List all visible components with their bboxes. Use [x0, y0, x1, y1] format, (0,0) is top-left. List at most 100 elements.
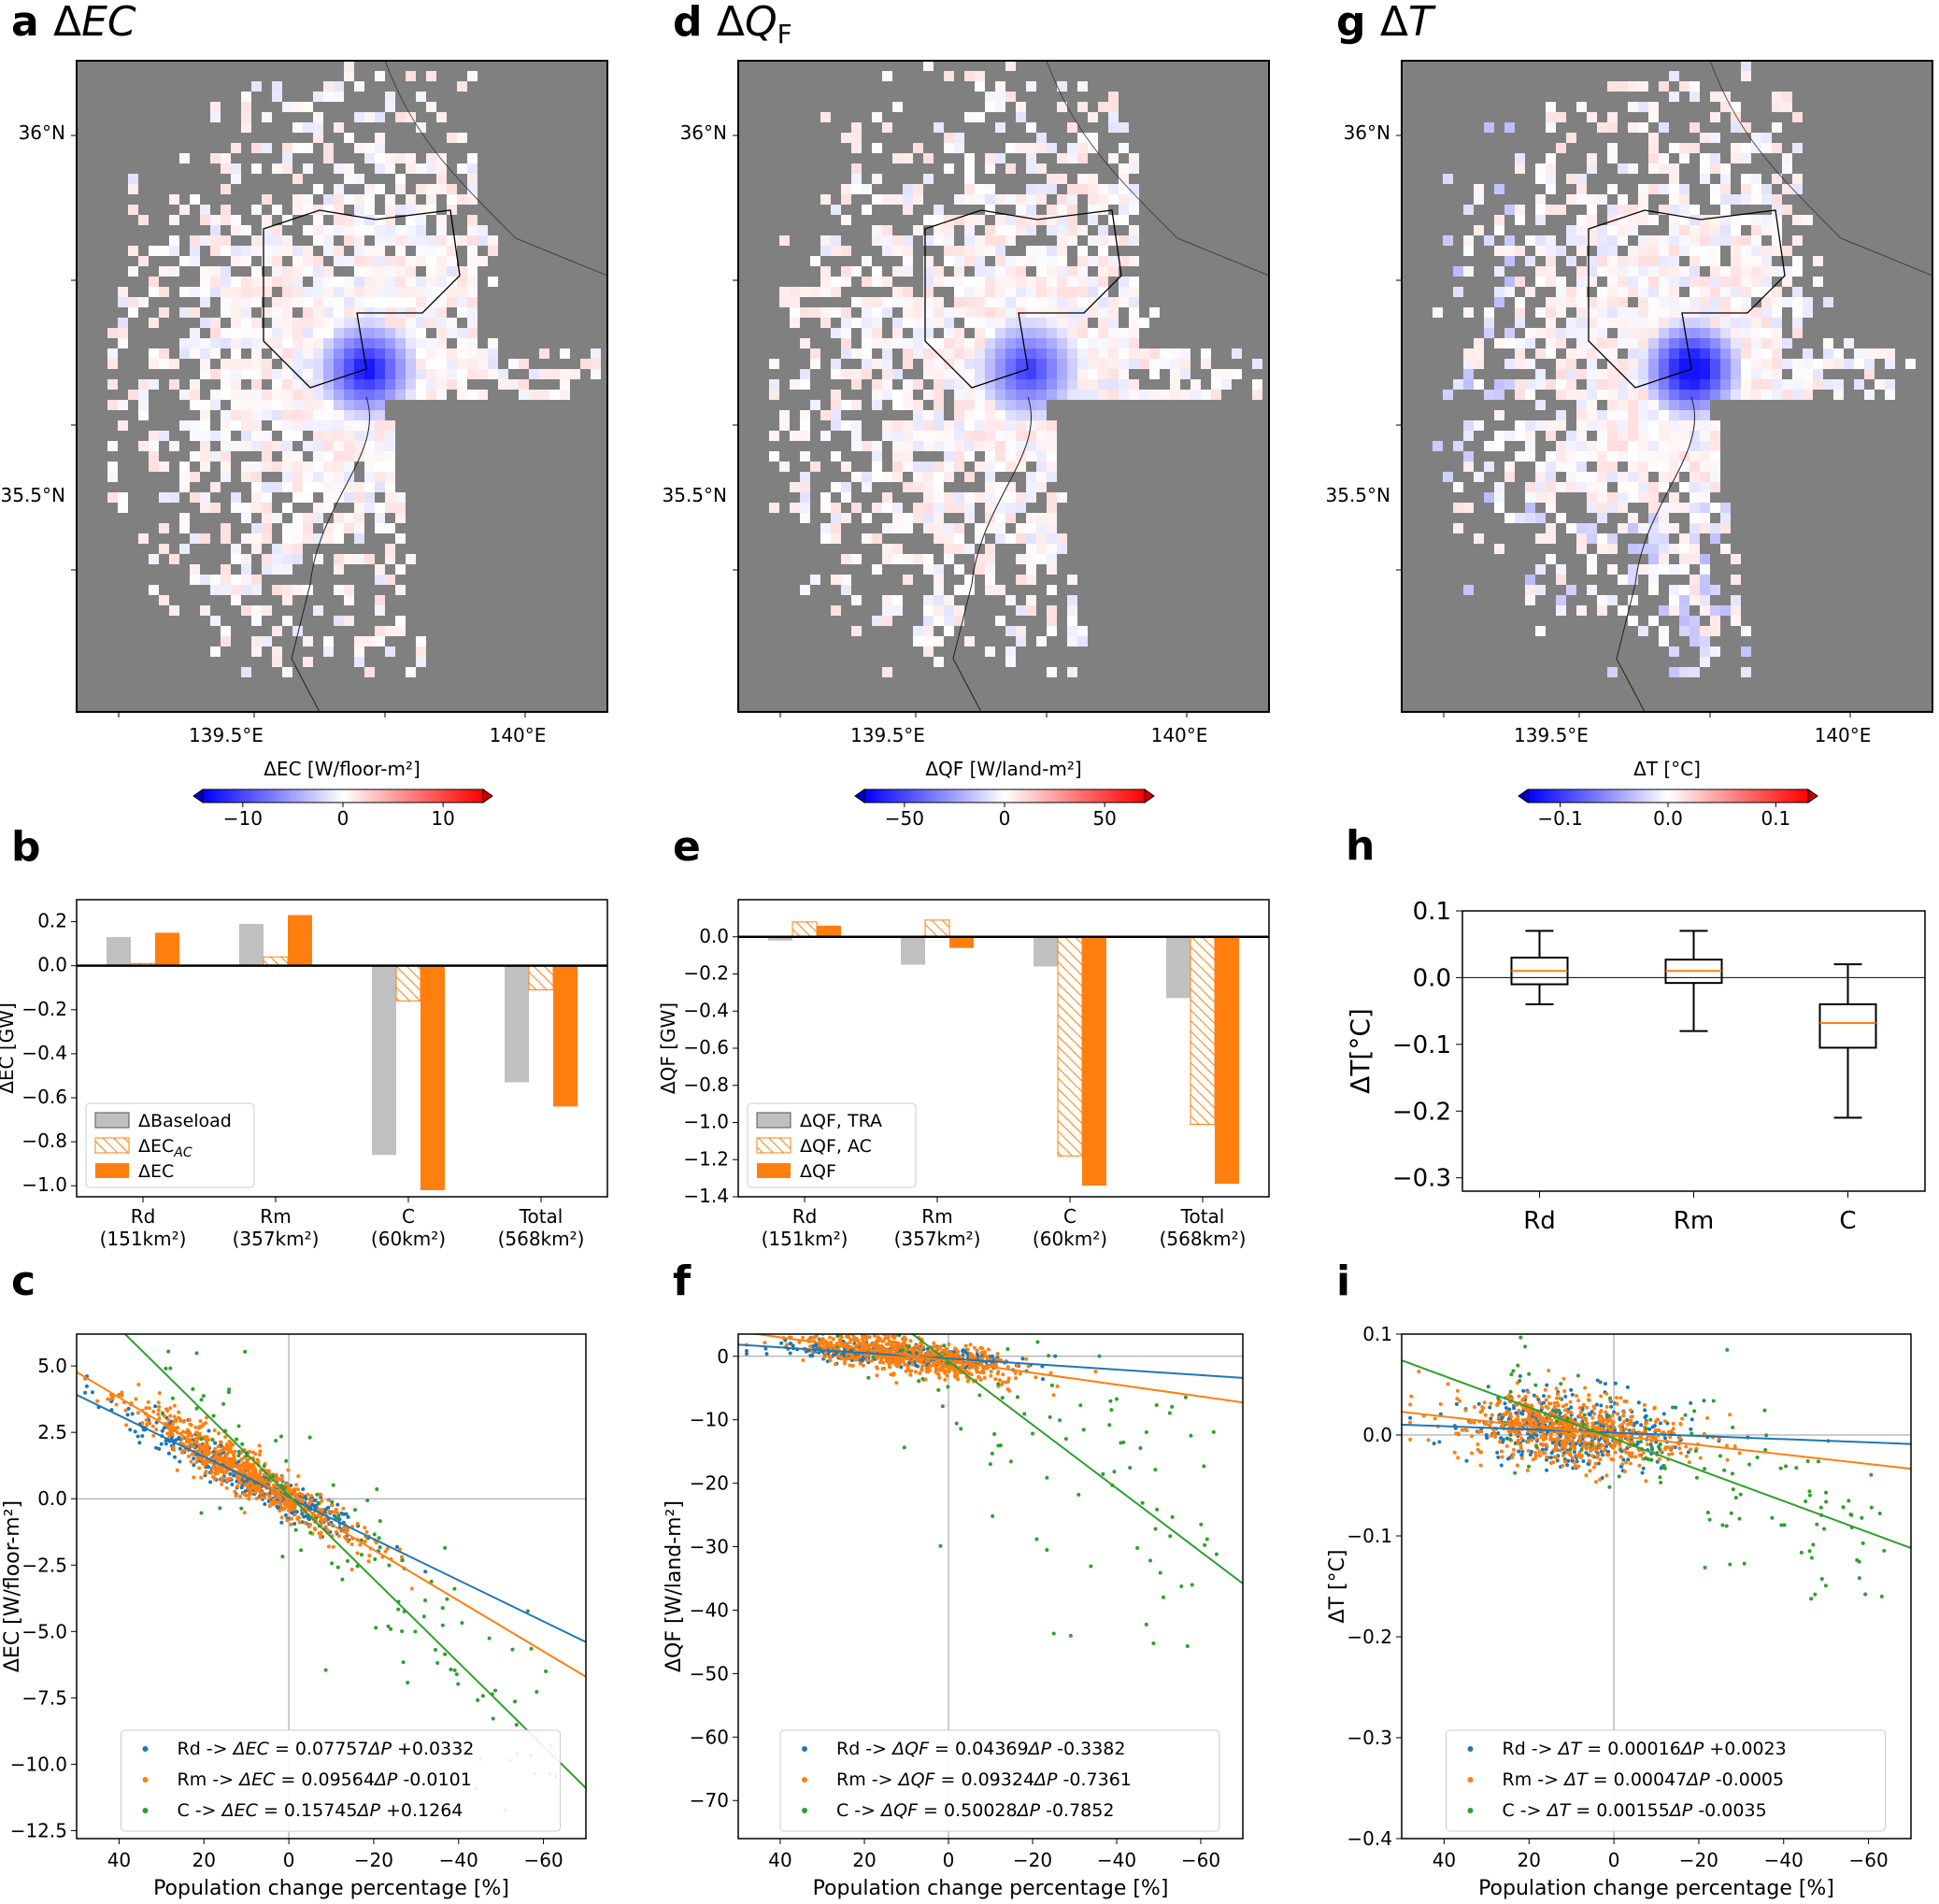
scatter-point-c: [449, 1667, 453, 1671]
land-cell: [1772, 246, 1782, 256]
land-cell: [1731, 256, 1741, 266]
land-cell: [200, 400, 210, 410]
land-cell: [416, 318, 426, 328]
land-cell: [1556, 112, 1566, 122]
land-cell: [800, 492, 810, 503]
land-cell: [1119, 359, 1129, 369]
land-cell: [1026, 205, 1036, 215]
land-cell: [1067, 575, 1077, 585]
land-cell: [251, 163, 262, 174]
land-cell: [292, 328, 303, 338]
land-cell: [313, 205, 323, 215]
land-cell: [913, 441, 923, 451]
land-cell: [375, 451, 385, 462]
scatter-point-rm: [165, 1431, 170, 1436]
land-cell: [200, 575, 210, 585]
scatter-point-c: [274, 1439, 278, 1443]
land-cell: [1453, 523, 1463, 533]
land-cell: [334, 451, 344, 462]
land-cell: [1057, 328, 1067, 338]
land-cell: [903, 194, 913, 205]
legend-swatch: [757, 1163, 791, 1178]
land-cell: [292, 359, 303, 369]
land-cell: [1067, 215, 1077, 225]
scatter-point-rm: [181, 1419, 186, 1424]
land-cell: [272, 390, 282, 400]
land-cell: [892, 595, 903, 605]
land-cell: [995, 513, 1005, 523]
scatter-point-rm: [151, 1433, 156, 1438]
scatter-point-rd: [154, 1445, 159, 1450]
land-cell: [1047, 544, 1057, 554]
scatter-point-rm: [855, 1329, 859, 1332]
scatter-point-c: [340, 1577, 345, 1582]
land-cell: [1504, 359, 1515, 369]
land-cell: [231, 544, 241, 554]
land-cell: [313, 400, 323, 410]
land-cell: [478, 369, 488, 379]
land-cell: [447, 184, 457, 194]
land-cell: [1067, 287, 1077, 297]
land-cell: [334, 359, 344, 369]
land-cell: [903, 266, 913, 277]
land-cell: [1119, 194, 1129, 205]
scatter-point-rm: [256, 1460, 261, 1465]
land-cell: [1077, 102, 1088, 112]
land-cell: [426, 266, 436, 277]
land-cell: [862, 277, 872, 287]
land-cell: [1129, 307, 1139, 318]
colorbar-extend-low: [192, 789, 204, 803]
land-cell: [221, 564, 231, 575]
land-cell: [923, 626, 934, 636]
scatter-point-rd: [208, 1480, 213, 1485]
land-cell: [323, 143, 334, 153]
scatter-point-rd: [745, 1348, 749, 1353]
land-cell: [426, 277, 436, 287]
xtick-label: −40: [439, 1849, 478, 1871]
land-cell: [1761, 390, 1772, 400]
land-cell: [1751, 133, 1761, 143]
land-cell: [272, 462, 282, 472]
land-cell: [1587, 359, 1597, 369]
land-cell: [436, 215, 447, 225]
land-cell: [375, 184, 385, 194]
land-cell: [934, 575, 944, 585]
land-cell: [323, 482, 334, 492]
land-cell: [1710, 533, 1720, 544]
land-cell: [292, 482, 303, 492]
land-cell: [1026, 544, 1036, 554]
land-cell: [1546, 318, 1556, 328]
land-cell: [1047, 492, 1057, 503]
colorbar-tick-label: 0: [337, 807, 349, 830]
land-cell: [1628, 287, 1638, 297]
scatter-point-c: [331, 1483, 335, 1487]
land-cell: [1700, 575, 1710, 585]
land-cell: [934, 338, 944, 348]
land-cell: [1525, 328, 1535, 338]
scatter-point-rm: [309, 1494, 314, 1499]
land-cell: [395, 338, 406, 348]
land-cell: [1016, 626, 1026, 636]
land-cell: [1047, 585, 1057, 595]
land-cell: [344, 390, 354, 400]
land-cell: [354, 533, 364, 544]
land-cell: [1700, 369, 1710, 379]
land-cell: [1036, 348, 1047, 359]
land-cell: [985, 318, 995, 328]
land-cell: [1576, 246, 1587, 256]
land-cell: [1669, 390, 1679, 400]
land-cell: [1720, 348, 1731, 359]
lon-label: 140°E: [1815, 724, 1872, 746]
scatter-point-c: [227, 1387, 232, 1392]
land-cell: [221, 420, 231, 431]
land-cell: [272, 400, 282, 410]
land-cell: [1597, 420, 1607, 431]
land-cell: [1005, 513, 1016, 523]
land-cell: [221, 184, 231, 194]
land-cell: [282, 153, 292, 163]
land-cell: [882, 523, 892, 533]
land-cell: [385, 575, 395, 585]
scatter-point-c: [374, 1626, 378, 1630]
land-cell: [1088, 235, 1098, 246]
land-cell: [1689, 379, 1700, 390]
